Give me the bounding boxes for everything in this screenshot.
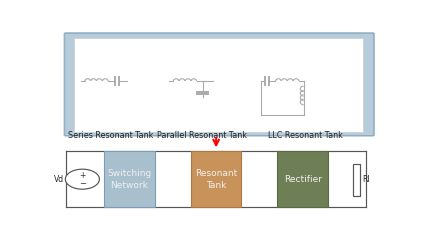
Text: Series Resonant Tank: Series Resonant Tank xyxy=(68,131,153,140)
Text: Rl: Rl xyxy=(363,175,370,184)
Text: +: + xyxy=(79,171,85,180)
Bar xyxy=(277,151,328,207)
Text: Vd: Vd xyxy=(54,175,64,184)
Text: Rectifier: Rectifier xyxy=(284,175,322,184)
Text: −: − xyxy=(79,179,86,188)
FancyBboxPatch shape xyxy=(74,38,363,132)
Circle shape xyxy=(65,169,99,189)
Text: Switching
Network: Switching Network xyxy=(107,169,151,190)
Text: LLC Resonant Tank: LLC Resonant Tank xyxy=(268,131,343,140)
Bar xyxy=(353,164,360,196)
Bar xyxy=(104,151,154,207)
Bar xyxy=(190,151,242,207)
Text: Resonant
Tank: Resonant Tank xyxy=(195,169,237,190)
Text: Parallel Resonant Tank: Parallel Resonant Tank xyxy=(157,131,247,140)
FancyBboxPatch shape xyxy=(64,33,374,136)
